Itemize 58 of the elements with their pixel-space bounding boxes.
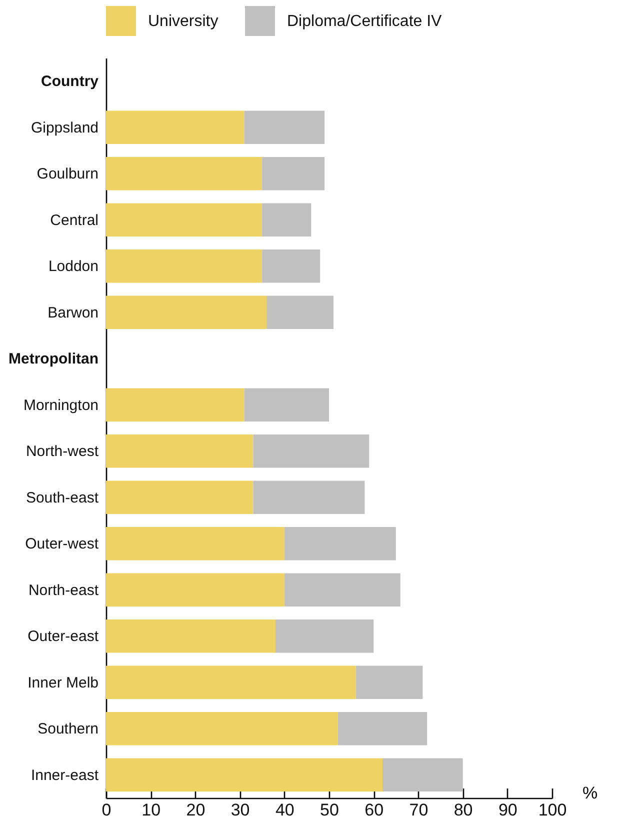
bar (262, 156, 325, 190)
bar (262, 249, 320, 283)
bar (106, 249, 262, 283)
y-tick-label: Loddon (48, 258, 98, 276)
bar (266, 296, 334, 330)
bar (106, 156, 262, 190)
x-tick-label: 30 (230, 800, 250, 820)
bar (106, 666, 356, 700)
y-tick-label: North-west (26, 443, 100, 460)
bar (356, 666, 423, 700)
bar (106, 526, 284, 560)
y-tick-label: Country (41, 73, 100, 90)
bar (244, 110, 325, 144)
bar (253, 434, 370, 468)
bar (106, 434, 254, 468)
x-tick-label: 50 (320, 800, 339, 820)
bar (106, 619, 276, 653)
x-tick-label: 20 (186, 800, 206, 820)
bar (284, 526, 396, 560)
y-tick-label: Inner Melb (28, 674, 98, 692)
x-tick-label: 40 (275, 800, 294, 820)
y-tick-label: Outer-west (25, 536, 100, 553)
x-tick-label: 100 (538, 800, 567, 820)
y-tick-label: Inner-east (30, 766, 100, 784)
y-tick-label: South-east (26, 489, 100, 506)
x-tick-label: 0 (102, 800, 112, 820)
y-tick-label: Outer-east (28, 628, 100, 646)
x-tick-label: 60 (364, 800, 384, 820)
legend-label: Diploma/Certificate IV (287, 13, 442, 30)
x-tick-label: 80 (454, 800, 473, 820)
x-tick-label: 70 (409, 800, 428, 820)
bar (106, 388, 244, 422)
bar (106, 480, 254, 514)
bar (106, 758, 383, 792)
bar (244, 388, 329, 422)
y-tick-label: Barwon (48, 304, 98, 322)
legend-label: University (148, 13, 218, 30)
y-tick-label: Southern (38, 720, 98, 738)
bar (106, 203, 262, 237)
y-tick-label: Gippsland (30, 119, 98, 136)
bar (382, 758, 463, 792)
bar (106, 573, 284, 607)
bar (284, 573, 400, 607)
y-tick-label: Metropolitan (8, 350, 98, 368)
bar (338, 712, 428, 746)
y-tick-label: Mornington (23, 396, 98, 414)
x-axis-title: % (582, 784, 598, 802)
bar (106, 110, 244, 144)
y-tick-label: North-east (28, 582, 100, 599)
bar (262, 203, 312, 237)
bar (106, 712, 338, 746)
bar (253, 480, 365, 514)
y-tick-label: Central (50, 212, 98, 229)
x-tick-label: 90 (498, 800, 518, 820)
y-tick-label: Goulburn (36, 166, 98, 183)
x-tick-label: 10 (142, 800, 161, 820)
bar (275, 619, 374, 653)
bar (106, 296, 267, 330)
